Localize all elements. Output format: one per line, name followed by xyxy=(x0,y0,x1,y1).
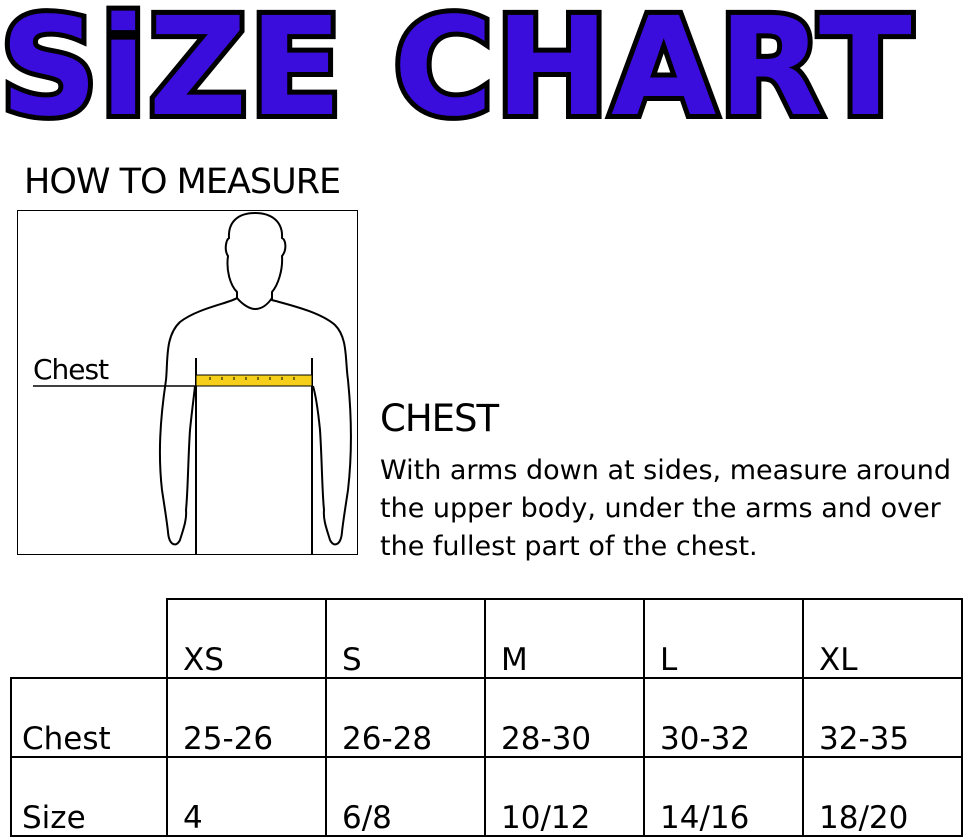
table-cell: 25-26 xyxy=(166,677,327,758)
table-cell: 30-32 xyxy=(643,677,804,758)
table-cell: 32-35 xyxy=(802,677,963,758)
table-cell: 4 xyxy=(166,756,327,837)
header-m: M xyxy=(484,598,645,679)
table-cell: 14/16 xyxy=(643,756,804,837)
table-header-row: XS S M L XL xyxy=(11,598,963,679)
row-label: Size xyxy=(10,756,168,837)
header-l: L xyxy=(643,598,804,679)
table-row: Chest 25-26 26-28 28-30 30-32 32-35 xyxy=(10,677,963,758)
table-cell: 18/20 xyxy=(802,756,963,837)
empty-corner-cell xyxy=(11,599,167,678)
header-xl: XL xyxy=(802,598,963,679)
tape-ticks xyxy=(209,377,295,380)
chest-label: Chest xyxy=(33,353,109,386)
measuring-tape xyxy=(195,374,313,387)
table-cell: 6/8 xyxy=(325,756,486,837)
table-row: Size 4 6/8 10/12 14/16 18/20 xyxy=(10,756,963,837)
chest-heading: CHEST xyxy=(380,397,499,440)
table-cell: 10/12 xyxy=(484,756,645,837)
body-outline-illustration xyxy=(33,211,352,554)
header-xs: XS xyxy=(166,598,327,679)
header-s: S xyxy=(325,598,486,679)
table-cell: 26-28 xyxy=(325,677,486,758)
how-to-measure-heading: HOW TO MEASURE xyxy=(24,162,341,202)
table-cell: 28-30 xyxy=(484,677,645,758)
row-label: Chest xyxy=(10,677,168,758)
size-table: XS S M L XL Chest 25-26 26-28 28-30 30-3… xyxy=(10,598,963,837)
size-chart-title: SiZE CHART xyxy=(0,0,917,148)
measurement-figure xyxy=(17,210,358,555)
chest-instructions: With arms down at sides, measure around … xyxy=(380,455,951,562)
